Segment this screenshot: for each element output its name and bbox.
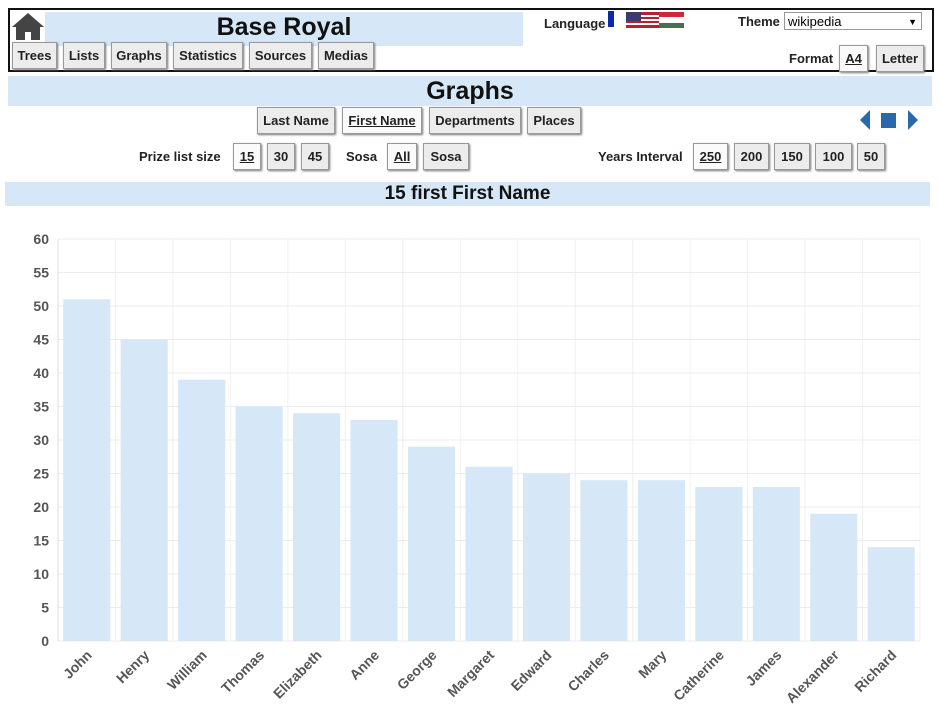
language-label: Language bbox=[544, 16, 606, 31]
x-tick-label: Richard bbox=[851, 647, 899, 695]
bar bbox=[580, 480, 628, 641]
format-button[interactable]: Letter bbox=[876, 45, 924, 72]
nav-button[interactable]: Graphs bbox=[111, 42, 167, 69]
page-title: Graphs bbox=[8, 76, 932, 106]
sosa-button[interactable]: All bbox=[387, 143, 417, 170]
sosa-button[interactable]: Sosa bbox=[423, 143, 469, 170]
y-tick-label: 30 bbox=[33, 432, 49, 448]
flags[interactable] bbox=[608, 11, 686, 29]
y-tick-label: 50 bbox=[33, 298, 49, 314]
prize-size-button[interactable]: 15 bbox=[233, 143, 261, 170]
x-tick-label: Edward bbox=[508, 647, 555, 694]
bar bbox=[235, 406, 283, 641]
graph-type-button[interactable]: First Name bbox=[342, 107, 422, 134]
x-tick-label: John bbox=[60, 647, 95, 682]
x-tick-label: Henry bbox=[113, 647, 153, 687]
y-tick-label: 55 bbox=[33, 265, 49, 281]
slideshow-controls[interactable] bbox=[856, 108, 922, 132]
years-label: Years Interval bbox=[598, 149, 683, 164]
x-tick-label: Elizabeth bbox=[270, 647, 325, 702]
graph-type-button[interactable]: Departments bbox=[429, 107, 521, 134]
x-tick-label: Mary bbox=[635, 647, 670, 682]
home-icon[interactable] bbox=[10, 11, 46, 41]
nav-button[interactable]: Medias bbox=[318, 42, 374, 69]
x-tick-label: Alexander bbox=[783, 646, 843, 706]
sosa-label: Sosa bbox=[346, 149, 378, 164]
y-tick-label: 15 bbox=[33, 533, 49, 549]
y-tick-label: 45 bbox=[33, 332, 49, 348]
bar bbox=[120, 339, 168, 641]
years-button[interactable]: 250 bbox=[693, 143, 728, 170]
y-tick-label: 35 bbox=[33, 399, 49, 415]
prize-size-button[interactable]: 45 bbox=[301, 143, 329, 170]
bar bbox=[178, 379, 226, 641]
bar bbox=[407, 446, 456, 641]
bar bbox=[465, 466, 513, 641]
bar bbox=[350, 419, 398, 641]
header-box bbox=[8, 8, 934, 72]
format-button[interactable]: A4 bbox=[839, 45, 868, 72]
years-button[interactable]: 50 bbox=[857, 143, 885, 170]
nav-button[interactable]: Lists bbox=[63, 42, 105, 69]
y-tick-label: 20 bbox=[33, 499, 49, 515]
x-tick-label: Margaret bbox=[444, 647, 497, 700]
bar bbox=[293, 413, 341, 641]
y-tick-label: 10 bbox=[33, 566, 49, 582]
theme-select[interactable]: wikipedia ▼ bbox=[784, 12, 922, 30]
nav-button[interactable]: Sources bbox=[249, 42, 312, 69]
chart-title: 15 first First Name bbox=[5, 182, 930, 206]
x-tick-label: Anne bbox=[346, 647, 382, 683]
y-tick-label: 25 bbox=[33, 466, 49, 482]
theme-value: wikipedia bbox=[788, 14, 842, 29]
format-label: Format bbox=[789, 51, 834, 66]
bar bbox=[810, 513, 858, 641]
bar bbox=[63, 299, 111, 641]
x-tick-label: Catherine bbox=[670, 647, 727, 704]
y-tick-label: 5 bbox=[41, 600, 49, 616]
bar bbox=[752, 486, 800, 641]
graph-type-button[interactable]: Last Name bbox=[257, 107, 335, 134]
y-tick-label: 0 bbox=[41, 633, 49, 649]
nav-button[interactable]: Trees bbox=[12, 42, 57, 69]
bar bbox=[637, 480, 685, 641]
bar bbox=[695, 486, 743, 641]
years-button[interactable]: 150 bbox=[774, 143, 810, 170]
prize-size-button[interactable]: 30 bbox=[267, 143, 295, 170]
y-tick-label: 40 bbox=[33, 365, 49, 381]
nav-button[interactable]: Statistics bbox=[173, 42, 243, 69]
prize-label: Prize list size bbox=[139, 149, 221, 164]
x-tick-label: William bbox=[164, 647, 210, 693]
years-button[interactable]: 100 bbox=[815, 143, 852, 170]
theme-label: Theme bbox=[738, 14, 780, 29]
site-title: Base Royal bbox=[45, 12, 523, 46]
bar bbox=[522, 473, 571, 641]
graph-type-button[interactable]: Places bbox=[527, 107, 581, 134]
years-button[interactable]: 200 bbox=[734, 143, 769, 170]
bar bbox=[867, 547, 915, 641]
x-tick-label: James bbox=[742, 647, 784, 689]
x-tick-label: George bbox=[394, 647, 440, 693]
y-tick-label: 60 bbox=[33, 231, 49, 247]
x-tick-label: Charles bbox=[564, 647, 612, 695]
x-tick-label: Thomas bbox=[218, 647, 267, 696]
